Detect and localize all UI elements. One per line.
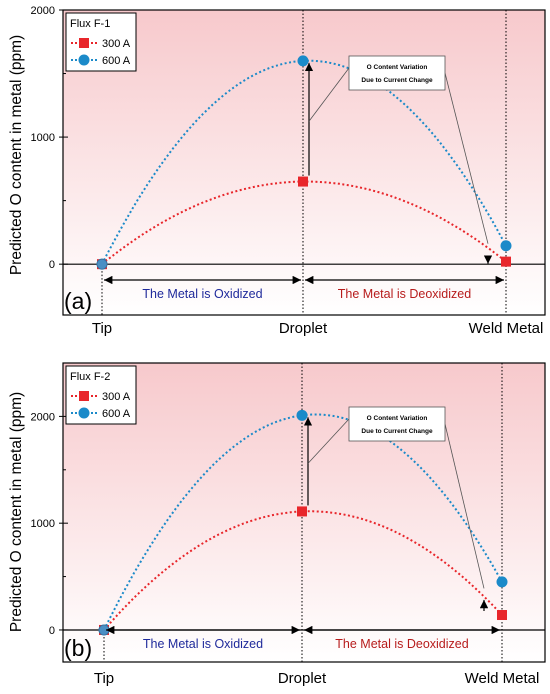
callout-leader-right bbox=[444, 72, 489, 244]
data-point-square bbox=[297, 506, 307, 517]
legend-entry-label: 600 A bbox=[102, 55, 131, 67]
legend-title: Flux F-1 bbox=[70, 18, 110, 30]
legend-marker-circle bbox=[78, 407, 90, 419]
callout-line-2: Due to Current Change bbox=[361, 77, 433, 84]
callout-leader-left bbox=[308, 67, 350, 122]
plot-frame bbox=[62, 9, 546, 316]
data-point-circle bbox=[496, 576, 508, 588]
legend-entry-label: 300 A bbox=[102, 391, 131, 403]
region-label-oxidized: The Metal is Oxidized bbox=[142, 287, 262, 301]
y-tick-label: 2000 bbox=[31, 5, 55, 17]
x-tick-label: Droplet bbox=[279, 320, 328, 337]
data-point-square bbox=[501, 256, 511, 267]
panel-a: 0 1000 2000 Predicted O content in metal (p… bbox=[8, 5, 546, 337]
x-tick-label: Tip bbox=[94, 670, 114, 687]
data-point-square bbox=[298, 176, 308, 187]
y-tick-label: 0 bbox=[49, 625, 55, 637]
legend-box bbox=[65, 365, 137, 425]
plot-frame bbox=[62, 362, 546, 663]
legend-marker-square bbox=[79, 391, 89, 401]
tip-point bbox=[96, 258, 108, 270]
callout-line-2: Due to Current Change bbox=[361, 428, 433, 435]
region-label-deoxidized: The Metal is Deoxidized bbox=[335, 637, 468, 651]
region-label-deoxidized: The Metal is Deoxidized bbox=[338, 287, 471, 301]
data-point-circle bbox=[297, 55, 309, 67]
legend-marker-circle bbox=[78, 54, 90, 66]
callout-box bbox=[348, 55, 446, 91]
legend-box bbox=[65, 12, 137, 72]
y-tick-label: 0 bbox=[49, 259, 55, 271]
legend-title: Flux F-2 bbox=[70, 371, 110, 383]
y-tick-label: 2000 bbox=[31, 411, 55, 423]
region-label-oxidized: The Metal is Oxidized bbox=[143, 637, 263, 651]
panel-b: 0 1000 2000 Predicted O content in metal (p… bbox=[8, 362, 546, 687]
callout-box bbox=[348, 406, 446, 442]
legend-entry-label: 300 A bbox=[102, 38, 131, 50]
y-axis-label: Predicted O content in metal (ppm) bbox=[8, 35, 25, 275]
x-tick-label: Droplet bbox=[278, 670, 327, 687]
y-axis-label: Predicted O content in metal (ppm) bbox=[8, 392, 25, 632]
data-point-square bbox=[497, 610, 507, 621]
panel-label: (b) bbox=[64, 635, 92, 661]
callout-line-1: O Content Variation bbox=[367, 64, 428, 71]
panel-label: (a) bbox=[64, 288, 92, 314]
legend-marker-square bbox=[79, 38, 89, 48]
legend-entry-label: 600 A bbox=[102, 408, 131, 420]
data-point-circle bbox=[296, 409, 308, 421]
data-point-circle bbox=[500, 240, 512, 252]
x-tick-label: Weld Metal bbox=[469, 320, 544, 337]
x-tick-label: Tip bbox=[92, 320, 112, 337]
callout-leader-right bbox=[444, 423, 485, 589]
x-tick-label: Weld Metal bbox=[465, 670, 540, 687]
series-line-300-A bbox=[101, 180, 507, 265]
callout-line-1: O Content Variation bbox=[367, 415, 428, 422]
y-tick-label: 1000 bbox=[31, 518, 55, 530]
callout-leader-left bbox=[307, 418, 350, 464]
y-tick-label: 1000 bbox=[31, 132, 55, 144]
